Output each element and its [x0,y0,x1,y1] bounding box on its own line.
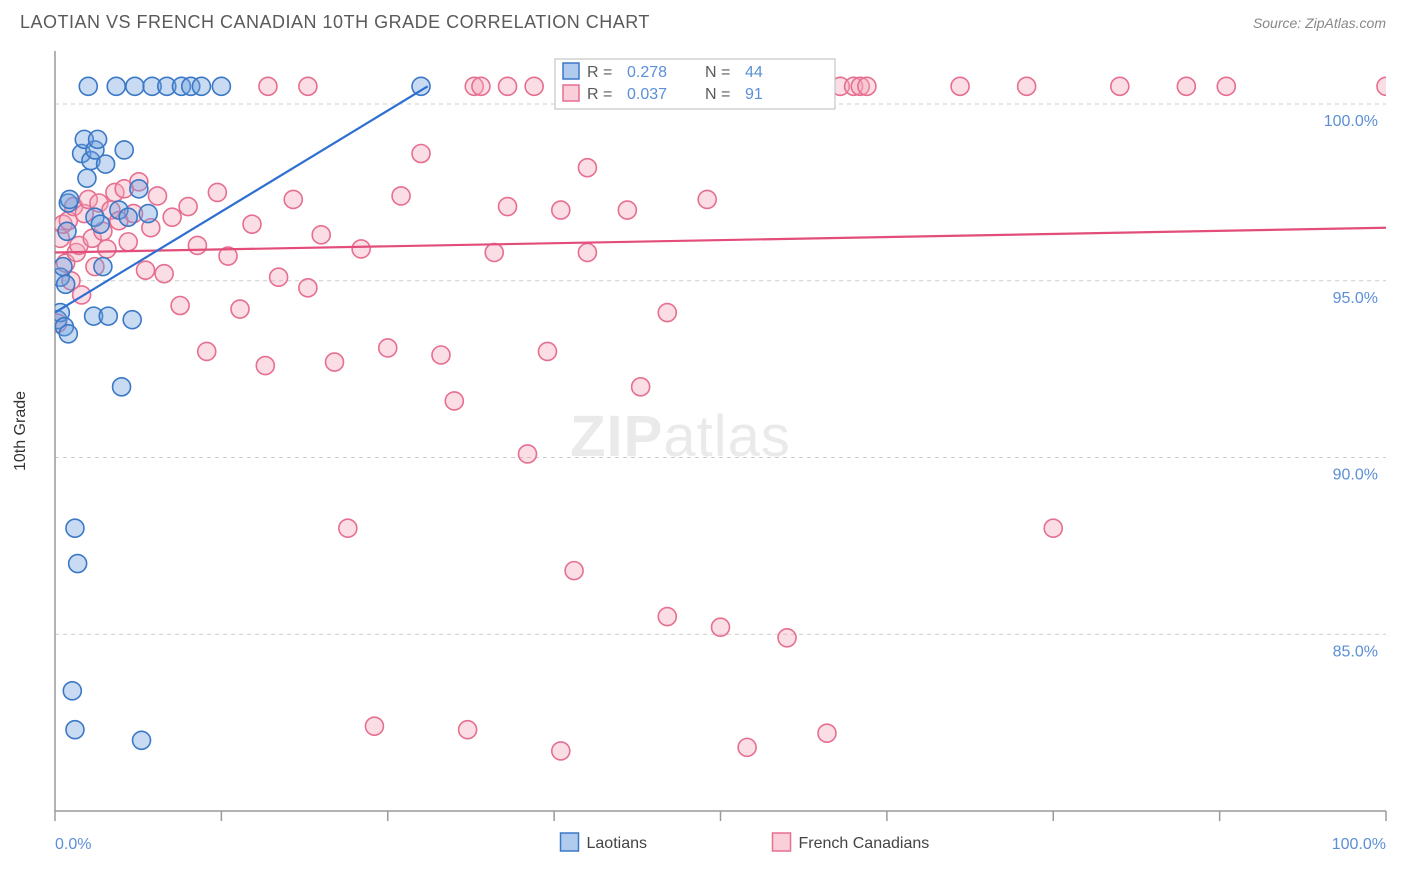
chart-container: 0.0% 100.0% 85.0% 90.0% 95.0% 100.0% 10th Grad… [0,41,1406,861]
svg-text:44: 44 [745,64,763,81]
svg-text:0.0%: 0.0% [55,836,91,853]
svg-text:95.0%: 95.0% [1333,290,1378,307]
source-label: Source: ZipAtlas.com [1253,15,1386,31]
svg-text:French Canadians: French Canadians [799,835,930,852]
svg-text:Laotians: Laotians [587,835,648,852]
chart-title: LAOTIAN VS FRENCH CANADIAN 10TH GRADE CO… [20,12,650,33]
scatter-chart: 0.0% 100.0% 85.0% 90.0% 95.0% 100.0% 10th Grad… [0,41,1406,861]
svg-text:N =: N = [705,64,730,81]
svg-text:91: 91 [745,86,763,103]
svg-text:90.0%: 90.0% [1333,467,1378,484]
svg-text:100.0%: 100.0% [1324,113,1378,130]
svg-text:85.0%: 85.0% [1333,643,1378,660]
svg-text:10th Grade: 10th Grade [12,391,29,471]
svg-text:0.278: 0.278 [627,64,667,81]
svg-text:0.037: 0.037 [627,86,667,103]
svg-text:ZIPatlas: ZIPatlas [570,404,791,469]
svg-text:N =: N = [705,86,730,103]
svg-text:100.0%: 100.0% [1332,836,1386,853]
svg-text:R =: R = [587,86,612,103]
svg-text:R =: R = [587,64,612,81]
